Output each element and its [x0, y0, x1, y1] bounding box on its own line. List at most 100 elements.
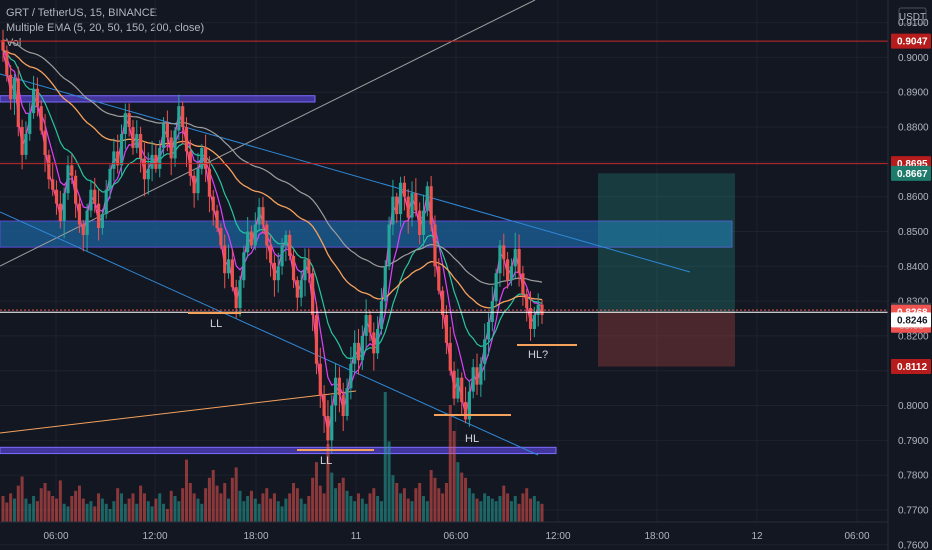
volume-bar	[353, 501, 357, 522]
volume-bar	[223, 483, 227, 522]
candle-body	[322, 395, 326, 416]
candle-body	[62, 193, 66, 222]
ema-lines	[2, 39, 543, 434]
candle-body	[131, 127, 135, 148]
volume-bar	[112, 501, 116, 522]
candle-body	[337, 377, 341, 396]
candle-body	[513, 248, 517, 267]
candle-body	[326, 415, 330, 441]
candle-body	[383, 266, 387, 302]
price-tick-label: 0.7600	[898, 540, 929, 550]
volume-bar	[284, 498, 288, 522]
volume-bar	[433, 477, 437, 522]
volume-bar	[425, 501, 429, 522]
candle-body	[181, 106, 185, 128]
price-axis-bg	[888, 0, 932, 550]
volume-bar	[525, 488, 529, 522]
candle-body	[456, 377, 460, 399]
candle-body	[158, 147, 162, 169]
volume-bar	[127, 498, 131, 522]
long-position-box[interactable]	[598, 173, 735, 367]
candle-body	[467, 391, 471, 420]
volume-bar	[70, 496, 74, 522]
candle-body	[43, 130, 47, 155]
candle-body	[345, 388, 349, 416]
candle-body	[108, 168, 112, 190]
candle-body	[288, 234, 292, 256]
candle-body	[169, 137, 173, 159]
candle-body	[219, 228, 223, 246]
candle-body	[303, 259, 307, 281]
candle-body	[127, 113, 131, 128]
candle-body	[280, 245, 284, 267]
volume-bar	[104, 503, 108, 522]
volume-bar	[418, 483, 422, 522]
price-tick-label: 0.7700	[898, 505, 929, 516]
candle-body	[58, 203, 62, 222]
zone-top	[0, 95, 316, 103]
volume-bar	[483, 493, 487, 522]
volume-bar	[28, 503, 32, 522]
volume-bar	[349, 496, 353, 522]
candle-body	[142, 158, 147, 180]
volume-bar	[169, 490, 173, 522]
candle-body	[70, 165, 74, 176]
price-tick-label: 0.9100	[898, 18, 929, 29]
volume-bar	[402, 488, 406, 522]
candle-body	[253, 224, 257, 246]
volume-bar	[437, 488, 441, 522]
candle-body	[536, 304, 540, 316]
candle-body	[177, 106, 181, 131]
candle-body	[31, 88, 36, 114]
candle-body	[295, 280, 299, 298]
horizontal-lines[interactable]	[0, 40, 888, 313]
volume-bar	[24, 498, 28, 522]
price-tag	[891, 33, 931, 49]
candle-body	[505, 259, 510, 281]
volume-bar	[506, 493, 510, 522]
volume-bar	[364, 503, 368, 522]
candle-body	[391, 196, 395, 225]
volume-bar	[139, 485, 143, 522]
volume-bar	[395, 483, 399, 522]
candle-body	[24, 134, 28, 155]
price-axis[interactable]: USDT0.76000.77000.78000.79000.80000.8100…	[887, 0, 932, 550]
candle-body	[192, 175, 196, 194]
trend-line-gray	[0, 0, 536, 267]
candle-body	[475, 367, 479, 385]
candle-body	[406, 196, 410, 218]
candle-body	[387, 224, 391, 267]
candle-body	[173, 130, 177, 159]
volume-bar	[540, 503, 544, 522]
candle-body	[81, 224, 85, 235]
price-tick-label: 0.7800	[898, 471, 929, 482]
volume-bar	[204, 488, 208, 522]
volume-bar	[295, 488, 299, 522]
annotation-label: LL	[320, 455, 332, 467]
volume-bar	[16, 485, 20, 522]
ema-150-line	[2, 49, 543, 309]
candle-body	[35, 88, 40, 107]
candle-body	[20, 127, 24, 155]
annotations[interactable]: LL LL HL HL?	[188, 312, 577, 467]
candle-body	[372, 332, 376, 354]
candle-body	[502, 245, 506, 260]
candle-body	[100, 214, 104, 229]
symbol-title[interactable]: GRT / TetherUS, 15, BINANCE	[6, 7, 158, 19]
volume-bar	[498, 496, 502, 522]
candle-body	[12, 78, 17, 100]
candle-body	[119, 134, 124, 166]
candle-body	[525, 294, 529, 309]
time-tick-label: 18:00	[243, 531, 268, 542]
price-tag-label: 0.8667	[897, 169, 928, 180]
volume-bar	[55, 498, 59, 522]
candle-body	[356, 342, 361, 361]
volume-bar	[513, 496, 517, 522]
candle-body	[421, 210, 426, 235]
volume-bar	[475, 498, 479, 522]
time-axis[interactable]: 06:00 12:00 18:00 11 06:00 12:00 18:00 12 06:00	[0, 521, 888, 542]
candle-body	[223, 245, 227, 274]
volume-bar	[406, 498, 410, 522]
volume-bar	[441, 493, 445, 522]
